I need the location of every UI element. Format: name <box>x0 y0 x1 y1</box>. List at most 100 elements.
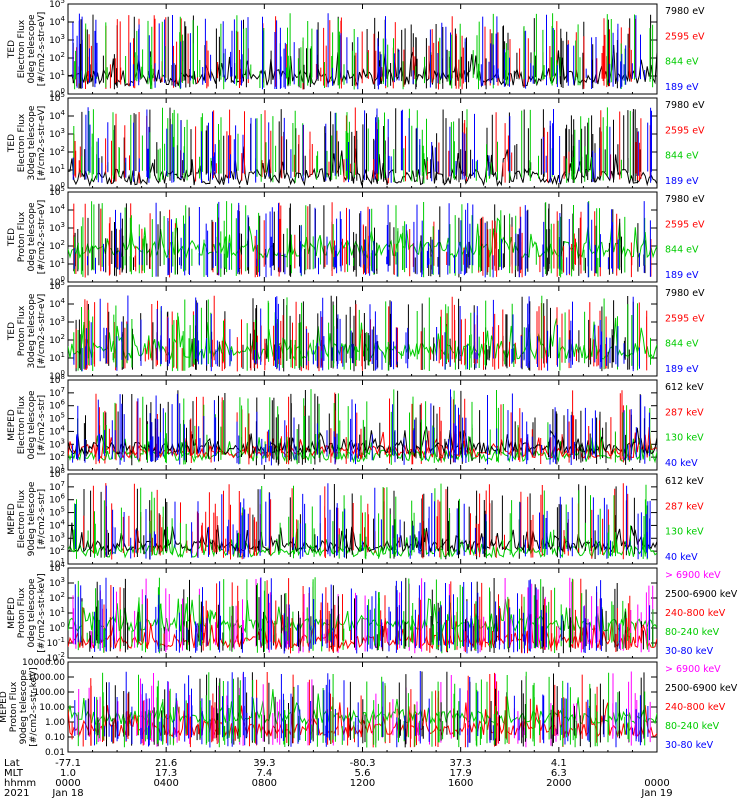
series-spikes <box>73 201 651 278</box>
legend-entry: 287 keV <box>665 501 704 512</box>
y-tick-label: 107 <box>49 386 65 399</box>
legend-entry: 2500-6900 keV <box>665 683 738 694</box>
x-tick-label: 39.3 <box>253 758 275 769</box>
panel-frame <box>67 567 658 659</box>
y-tick-label: 100 <box>49 369 65 382</box>
y-tick-label: 101 <box>49 606 65 619</box>
x-tick-label: 4.1 <box>551 758 567 769</box>
legend-entry: 40 keV <box>665 458 698 469</box>
legend-entry: 7980 eV <box>665 100 705 111</box>
y-tick-label: 108 <box>49 373 65 386</box>
x-tick-label: 1.0 <box>60 768 76 779</box>
legend-entry: 189 eV <box>665 82 699 93</box>
y-tick-label: 101 <box>49 351 65 364</box>
y-tick-label: 102 <box>49 591 65 604</box>
row-label-hhmm: hhmm <box>4 778 36 789</box>
y-tick-label: 104 <box>49 203 65 216</box>
y-axis-label: TEDProton Flux0deg telescope[#/cm2-s-str… <box>7 200 47 275</box>
y-tick-label: 105 <box>49 91 65 104</box>
y-tick-label: 100.00 <box>34 688 66 698</box>
y-tick-label: 10.00 <box>39 703 65 713</box>
legend-entry: 844 eV <box>665 151 699 162</box>
legend-entry: 189 eV <box>665 270 699 281</box>
legend-entry: 80-240 keV <box>665 721 720 732</box>
y-tick-label: 104 <box>49 561 65 574</box>
y-tick-label: 104 <box>49 518 65 531</box>
x-tick-label: 6.3 <box>551 768 567 779</box>
legend-entry: 612 keV <box>665 382 704 393</box>
y-tick-label: 10-2 <box>47 651 65 664</box>
panel-traces <box>68 295 657 372</box>
y-tick-label: 1.00 <box>45 718 65 728</box>
y-tick-label: 101 <box>49 557 65 570</box>
series-spikes <box>72 13 646 90</box>
y-axis-label: MEPEDElectron Flux90deg telescope[#/cm2-… <box>7 481 47 556</box>
y-tick-label: 103 <box>49 127 65 140</box>
y-tick-label: 101 <box>49 163 65 176</box>
x-tick-label: 0800 <box>252 778 277 789</box>
y-tick-label: 105 <box>49 185 65 198</box>
y-tick-label: 103 <box>49 531 65 544</box>
series-spikes <box>77 577 654 654</box>
x-tick-label: 1200 <box>350 778 375 789</box>
y-tick-label: 100 <box>49 275 65 288</box>
panel-frame <box>67 191 658 283</box>
panel-traces <box>68 577 657 654</box>
x-tick-label: 7.4 <box>256 768 272 779</box>
y-tick-label: 102 <box>49 239 65 252</box>
panel-traces <box>68 483 657 560</box>
x-tick-label: 21.6 <box>155 758 177 769</box>
y-tick-label: 102 <box>49 51 65 64</box>
y-tick-label: 103 <box>49 576 65 589</box>
y-tick-label: 104 <box>49 15 65 28</box>
x-tick-label: 0400 <box>153 778 178 789</box>
legend-entry: 189 eV <box>665 364 699 375</box>
panel-traces <box>68 201 657 278</box>
x-tick-label: 17.3 <box>155 768 177 779</box>
y-tick-label: 108 <box>49 467 65 480</box>
series-spikes <box>75 483 651 560</box>
x-tick-label: -77.1 <box>55 758 81 769</box>
legend-entry: 2595 eV <box>665 219 705 230</box>
y-axis-label: MEPEDProton Flux0deg telescope[#/cm2-s-s… <box>7 573 47 652</box>
y-axis-label: MEPEDProton Flux90deg telescope[#/cm2-s-… <box>0 667 39 746</box>
series-spikes <box>76 389 651 465</box>
legend-entry: 30-80 keV <box>665 646 714 657</box>
legend-entry: 240-800 keV <box>665 702 726 713</box>
x-tick-label: Jan 19 <box>640 788 672 799</box>
legend-entry: 130 keV <box>665 433 704 444</box>
y-tick-label: 105 <box>49 412 65 425</box>
y-tick-label: 105 <box>49 0 65 10</box>
y-tick-label: 102 <box>49 333 65 346</box>
y-tick-label: 105 <box>49 506 65 519</box>
y-tick-label: 0.01 <box>45 748 65 758</box>
y-tick-label: 106 <box>49 493 65 506</box>
legend-entry: 7980 eV <box>665 6 705 17</box>
y-tick-label: 100 <box>49 181 65 194</box>
y-tick-label: 100 <box>49 621 65 634</box>
legend-entry: 2500-6900 keV <box>665 589 738 600</box>
legend-entry: 844 eV <box>665 57 699 68</box>
x-tick-label: 2000 <box>546 778 571 789</box>
legend-entry: 2595 eV <box>665 125 705 136</box>
y-tick-label: 10000.00 <box>22 658 65 668</box>
series-line <box>68 217 657 260</box>
y-tick-label: 107 <box>49 480 65 493</box>
x-tick-label: 5.6 <box>355 768 371 779</box>
legend-entry: > 6900 keV <box>665 570 721 581</box>
y-axis-label: MEPEDElectron Flux0deg telescope[#/cm2-s… <box>7 390 47 460</box>
row-label-mlt: MLT <box>4 768 24 779</box>
panel-traces <box>68 389 657 466</box>
y-axis-label: TEDElectron Flux30deg telescope[#/cm2-s-… <box>7 105 47 180</box>
series-spikes <box>77 390 631 465</box>
x-tick-label: -80.3 <box>350 758 376 769</box>
series-spikes <box>74 577 651 654</box>
y-tick-label: 103 <box>49 437 65 450</box>
panel-8: 0.01 0.10 1.00 10.00 100.00 1000.00 10000.00ME… <box>0 658 738 758</box>
